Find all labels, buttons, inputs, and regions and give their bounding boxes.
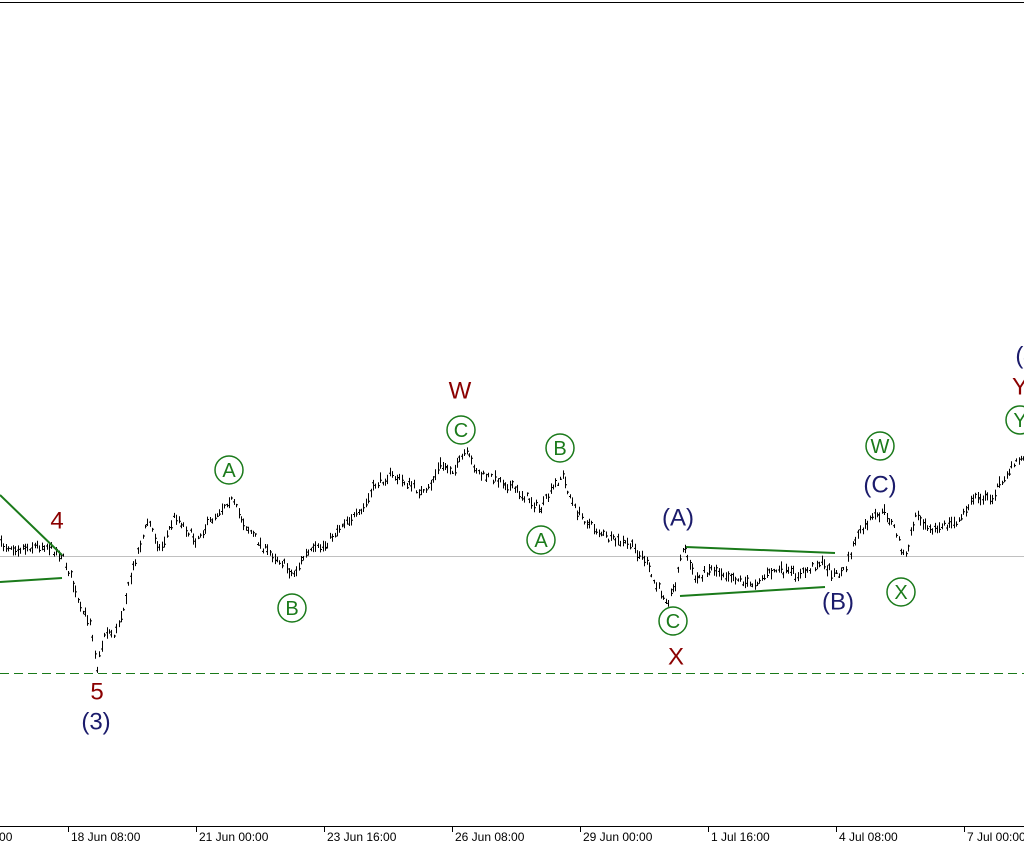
wave-label: X	[668, 643, 684, 670]
wave-label: W	[449, 377, 472, 404]
triangle-line	[679, 586, 826, 597]
x-tick-label: 23 Jun 16:00	[327, 830, 397, 844]
x-tick-label: 4 Jul 08:00	[839, 830, 898, 844]
wave-circle	[277, 593, 307, 623]
wave-circle	[214, 455, 244, 485]
wave-label: X	[894, 582, 907, 604]
triangle-line	[685, 546, 836, 554]
wave-circle	[658, 606, 688, 636]
wave-circle	[446, 415, 476, 445]
wave-label: C	[454, 420, 468, 442]
x-tick-label: 7 Jul 00:00	[967, 830, 1024, 844]
wave-label: (4)	[1015, 342, 1024, 369]
wave-label: Y	[1013, 410, 1024, 432]
wave-label: (3)	[81, 708, 110, 735]
wave-label: A	[534, 530, 548, 552]
trend-line	[0, 494, 63, 556]
x-tick-label: 15 Jun 16:00	[0, 830, 13, 844]
x-tick-label: 21 Jun 00:00	[199, 830, 269, 844]
price-path	[0, 447, 1024, 673]
price-bars	[0, 447, 1024, 673]
wave-label: Y	[1012, 373, 1024, 400]
wave-label: (B)	[822, 588, 854, 615]
wave-label: (C)	[863, 471, 896, 498]
x-tick-label: 1 Jul 16:00	[711, 830, 770, 844]
x-tick-label: 29 Jun 00:00	[583, 830, 653, 844]
channel-lines	[0, 494, 836, 597]
wave-label: A	[222, 460, 236, 482]
x-tick-label: 26 Jun 08:00	[455, 830, 525, 844]
x-ticks: 15 Jun 16:00 18 Jun 08:00 21 Jun 00:00 23 J…	[0, 826, 1024, 844]
wave-label: B	[553, 438, 566, 460]
wave-circle	[1005, 405, 1024, 435]
x-tick-label: 18 Jun 08:00	[71, 830, 141, 844]
wave-circle	[545, 433, 575, 463]
wave-label: 5	[90, 678, 103, 705]
wave-circle	[886, 577, 916, 607]
wave-label: 4	[50, 507, 63, 534]
wave-circle	[526, 525, 556, 555]
wave-circle	[865, 431, 895, 461]
wave-label: C	[666, 611, 680, 633]
wave-label: B	[285, 598, 298, 620]
wave-label: W	[871, 436, 890, 458]
wave-label: (A)	[662, 504, 694, 531]
trend-line	[0, 577, 63, 583]
